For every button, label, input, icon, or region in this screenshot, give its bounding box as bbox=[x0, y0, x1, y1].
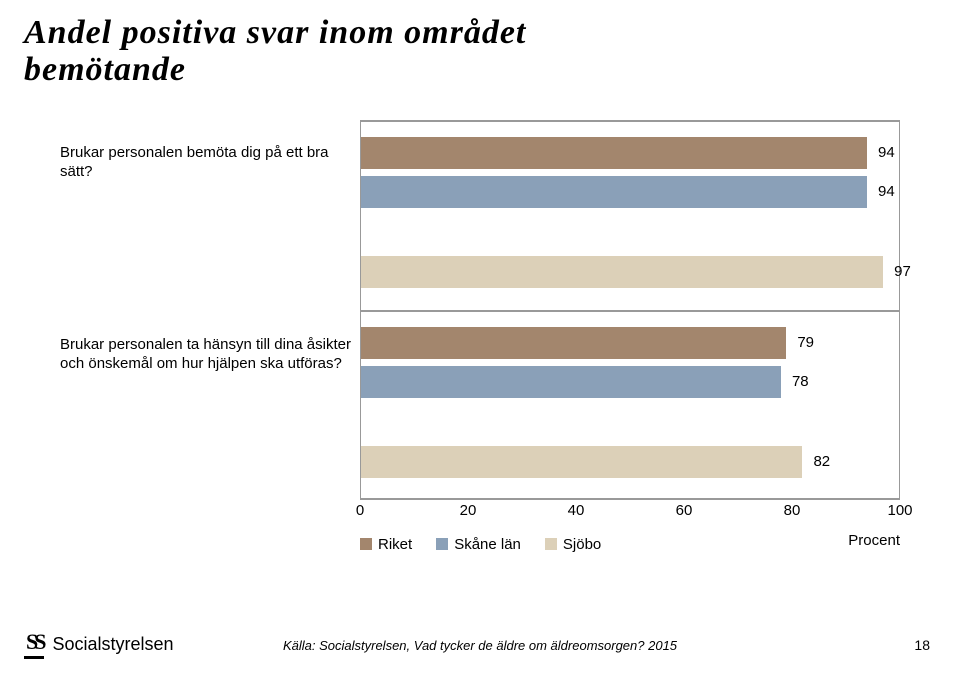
x-tick: 60 bbox=[676, 502, 693, 519]
legend-item-skane: Skåne län bbox=[436, 536, 521, 553]
question-label-1: Brukar personalen bemöta dig på ett bra … bbox=[60, 144, 360, 182]
logo-mark: S​S bbox=[24, 629, 44, 659]
bar-value: 79 bbox=[797, 327, 814, 359]
bar-skane-2: 78 bbox=[361, 366, 781, 398]
legend-label: Sjöbo bbox=[563, 536, 601, 553]
page-number: 18 bbox=[914, 637, 930, 653]
title-line-1: Andel positiva svar inom området bbox=[24, 14, 526, 51]
legend-swatch bbox=[360, 538, 372, 550]
x-tick: 0 bbox=[356, 502, 364, 519]
bar-group-1: 94 94 97 bbox=[361, 121, 899, 311]
x-axis: 0 20 40 60 80 100 bbox=[360, 502, 900, 522]
bar-value: 97 bbox=[894, 256, 911, 288]
bar-skane-1: 94 bbox=[361, 176, 867, 208]
title-line-2: bemötande bbox=[24, 51, 186, 88]
logo-text: Socialstyrelsen bbox=[52, 634, 173, 655]
x-tick: 40 bbox=[568, 502, 585, 519]
bar-chart: Brukar personalen bemöta dig på ett bra … bbox=[60, 120, 910, 560]
bar-riket-1: 94 bbox=[361, 137, 867, 169]
x-tick: 20 bbox=[460, 502, 477, 519]
x-tick: 100 bbox=[887, 502, 912, 519]
source-text: Källa: Socialstyrelsen, Vad tycker de äl… bbox=[283, 638, 677, 653]
bar-group-2: 79 78 82 bbox=[361, 311, 899, 499]
bar-value: 82 bbox=[813, 446, 830, 478]
bar-value: 78 bbox=[792, 366, 809, 398]
bar-value: 94 bbox=[878, 176, 895, 208]
plot-area: 94 94 97 79 78 82 bbox=[360, 120, 900, 500]
legend-label: Skåne län bbox=[454, 536, 521, 553]
bar-sjobo-2: 82 bbox=[361, 446, 802, 478]
logo: S​S Socialstyrelsen bbox=[24, 629, 174, 659]
legend-label: Riket bbox=[378, 536, 412, 553]
bar-sjobo-1: 97 bbox=[361, 256, 883, 288]
legend-swatch bbox=[545, 538, 557, 550]
legend-item-sjobo: Sjöbo bbox=[545, 536, 601, 553]
question-label-2: Brukar personalen ta hänsyn till dina ås… bbox=[60, 336, 360, 374]
x-axis-title: Procent bbox=[848, 532, 900, 549]
legend: Riket Skåne län Sjöbo Procent bbox=[360, 532, 900, 556]
legend-item-riket: Riket bbox=[360, 536, 412, 553]
page-title: Andel positiva svar inom området bemötan… bbox=[24, 14, 526, 89]
bar-value: 94 bbox=[878, 137, 895, 169]
x-tick: 80 bbox=[784, 502, 801, 519]
bar-riket-2: 79 bbox=[361, 327, 786, 359]
legend-swatch bbox=[436, 538, 448, 550]
